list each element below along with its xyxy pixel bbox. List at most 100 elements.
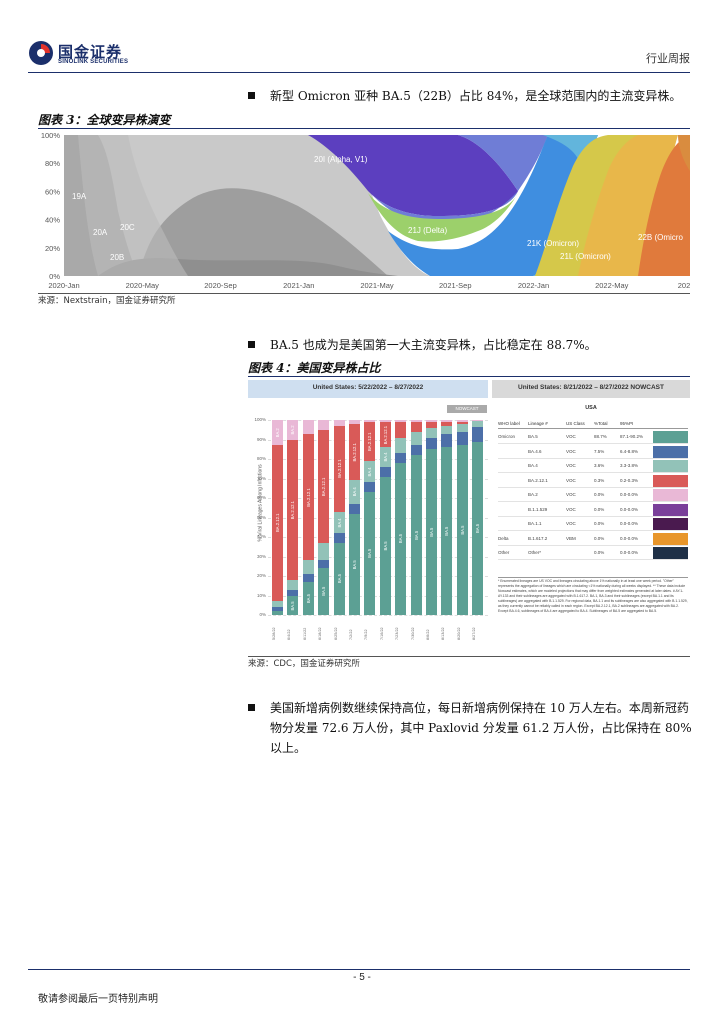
lineage-color-swatch: [653, 547, 688, 559]
clade-area-20a: [78, 135, 188, 276]
bar-segment-label: BA.2.12.1: [275, 514, 280, 533]
clade-area-green: [368, 193, 518, 242]
y-tick-label: 30%: [256, 553, 266, 559]
y-tick-label: 0%: [259, 612, 266, 617]
bar-segment-label: BA.5: [290, 600, 296, 610]
report-type: 行业周报: [646, 52, 690, 65]
x-tick-label: 2021-May: [360, 281, 394, 290]
bullet-text-2: BA.5 也成为是美国第一大主流变异株，占比稳定在 88.7%。: [270, 338, 597, 352]
table-cell-pct: 0.0%: [594, 550, 605, 555]
nowcast-footnotes: * Enumerated lineages are US VOC and lin…: [498, 579, 688, 613]
bar-segment-ba2121: [441, 421, 453, 426]
page-number: - 5 -: [353, 972, 371, 983]
table-cell-pct: 0.0%: [594, 521, 605, 526]
bar-segment-label: BA.5: [429, 527, 434, 537]
x-tick-label: 2022-May: [595, 281, 629, 290]
bar-segment-ba2: [395, 420, 407, 422]
bar-segment-ba2: [379, 420, 391, 422]
bar-segment-ba4: BA.4: [333, 511, 345, 534]
bar-segment-ba2121: [456, 421, 468, 424]
y-tick-label: 10%: [256, 592, 266, 598]
stacked-bar: BA.5 BA.4 BA.2.12.1: [333, 420, 345, 615]
global-variant-area-chart: 100% 80% 60% 40% 20% 0% 2020-Jan 2020-May 2020-…: [41, 131, 690, 290]
table-cell-pi: 0.0-0.0%: [620, 521, 639, 526]
bar-segment-ba4: BA.4: [379, 447, 391, 467]
bar-segment-ba4: BA.4: [364, 460, 376, 483]
figure-4-title: 图表 4：美国变异株占比: [248, 361, 381, 375]
nowcast-table-row: BA.2.12.1 VOC 0.3% 0.2-0.3%: [498, 474, 688, 488]
table-cell-cls: VOC: [566, 463, 576, 468]
figure-4-source: 来源：CDC，国金证券研究所: [248, 659, 360, 669]
figure-3-title-rule: [38, 128, 690, 129]
stacked-bar: BA.2.12.1 BA.2: [272, 420, 283, 615]
bar-segment-ba45: [302, 574, 314, 582]
lineage-color-swatch: [653, 489, 688, 501]
lineage-color-swatch: [653, 518, 688, 530]
bullet-text-3: 美国新增病例数继续保持高位，每日新增病例保持在 10 万人左右。本周新冠药物分发…: [270, 701, 692, 755]
nowcast-table-row: BA.1.1 VOC 0.0% 0.0-0.0%: [498, 517, 688, 531]
bar-segment-ba5: BA.5: [302, 581, 314, 615]
clade-area-alpha-light: [368, 135, 548, 227]
bar-segment-ba5: BA.5: [410, 455, 422, 615]
bar-segment-label: BA.5: [321, 587, 327, 597]
bar-segment-ba2121: [410, 421, 422, 432]
bar-segment-ba5: BA.5: [395, 462, 407, 615]
bar-segment-ba2121: BA.2.12.1: [287, 439, 299, 580]
bar-segment-ba5: BA.5: [333, 542, 345, 615]
footer-disclaimer: 敬请参阅最后一页特别声明: [38, 994, 158, 1005]
table-cell-cls: VOC: [566, 506, 576, 512]
y-tick-label: 60%: [45, 187, 60, 196]
table-cell-who: Delta: [498, 535, 509, 541]
table-cell-pct: 0.3%: [594, 477, 605, 483]
bar-segment-ba5: BA.5: [318, 568, 330, 615]
bar-segment-ba2: [456, 420, 468, 422]
x-tick-label: 2021-Jan: [283, 281, 314, 290]
clade-area-20c: [138, 188, 388, 276]
figure-3-source: 来源：Nextstrain，国金证券研究所: [38, 296, 176, 306]
table-cell-pct: 0.0%: [594, 492, 605, 497]
x-date-label: 6/4/22: [287, 629, 292, 640]
bar-segment-ba4: [395, 437, 407, 454]
x-date-label: 7/16/22: [379, 627, 384, 640]
bar-segment-ba2: [426, 420, 437, 422]
x-tick-label: 2021-Sep: [439, 281, 472, 290]
table-cell-lineage: BA.1.1: [528, 521, 542, 526]
table-cell-pct: 0.0%: [594, 506, 605, 512]
bar-segment-label: BA.5: [413, 530, 419, 540]
nowcast-table-region: USA: [585, 405, 597, 411]
stacked-bar: BA.5 BA.4 BA.2.12.1: [379, 420, 391, 615]
bar-segment-ba45: [441, 433, 453, 448]
nowcast-table-row: B.1.1.529 VOC 0.0% 0.0-0.0%: [498, 503, 688, 517]
bar-segment-ba2: BA.2: [272, 420, 283, 446]
table-cell-pi: 0.0-0.0%: [620, 492, 639, 497]
gridline: [268, 517, 488, 519]
nowcast-table-row: BA.4 VOC 3.6% 3.3-3.8%: [498, 459, 688, 473]
table-cell-lineage: BA.2.12.1: [528, 477, 548, 483]
x-date-label: 8/27/22: [472, 627, 477, 640]
bar-segment-label: BA.5: [444, 526, 450, 536]
clade-area-delta: [388, 135, 598, 276]
bar-segment-ba45: [472, 427, 484, 443]
x-date-label: 7/23/22: [395, 627, 400, 640]
bar-segment-label: BA.5: [305, 593, 311, 603]
table-cell-who: Other: [498, 550, 510, 555]
bullet-square-icon: [248, 92, 255, 99]
table-cell-lineage: BA.4.6: [528, 448, 542, 454]
x-date-label: 7/2/22: [349, 629, 353, 640]
bar-segment-ba2: [302, 420, 314, 434]
y-tick-label: 40%: [45, 216, 60, 225]
clade-label: 21L (Omicron): [560, 252, 611, 261]
bar-segment-ba2: [410, 420, 422, 422]
bar-segment-ba45: [333, 533, 345, 543]
bar-segment-ba4: [318, 542, 330, 561]
bar-segment-ba2: BA.2: [287, 420, 299, 440]
bar-segment-label: BA.2.12.1: [290, 500, 296, 519]
bar-segment-ba5: BA.5: [287, 595, 299, 615]
x-date-label: 7/9/22: [364, 629, 369, 640]
x-date-label: 5/28/22: [272, 627, 276, 640]
bar-segment-ba45: [426, 437, 437, 450]
logo-english-name: SINOLINK SECURITIES: [58, 59, 129, 65]
table-cell-pi: 87.1-90.2%: [620, 434, 644, 439]
header-divider: [28, 72, 690, 73]
bar-segment-ba5: BA.5: [472, 442, 484, 615]
